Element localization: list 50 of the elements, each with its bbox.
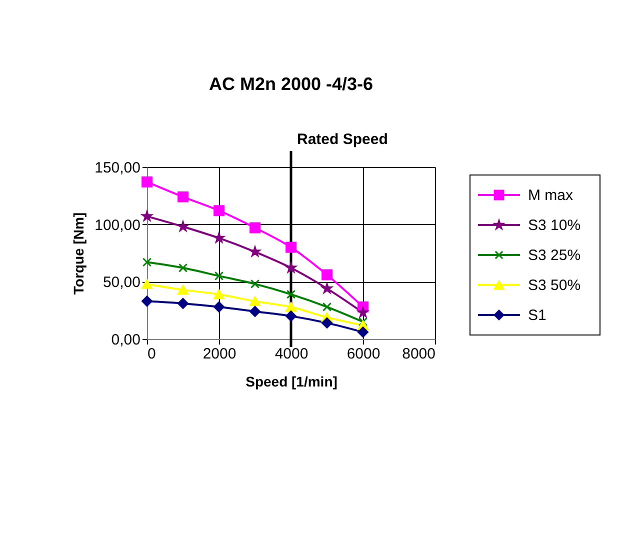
point <box>322 302 332 312</box>
point <box>250 246 260 256</box>
point <box>250 306 260 317</box>
legend-label: M max <box>528 187 574 204</box>
point <box>286 310 296 322</box>
legend-label: S1 <box>528 307 546 324</box>
point <box>214 301 224 312</box>
point <box>286 302 296 312</box>
y-tick-label: 50,00 <box>102 274 140 292</box>
point <box>250 279 260 289</box>
point <box>358 326 368 338</box>
point <box>214 232 224 243</box>
point <box>358 317 368 326</box>
y-axis-title: Torque [Nm] <box>70 212 87 295</box>
point <box>322 269 332 280</box>
x-tick-label: 0 <box>148 346 156 362</box>
legend-label: S3 50% <box>528 277 581 294</box>
x-axis-title: Speed [1/min] <box>246 374 338 390</box>
point <box>286 242 296 253</box>
point <box>214 205 224 216</box>
point <box>178 298 188 309</box>
point <box>214 289 224 300</box>
x-tick-label: 2000 <box>202 346 236 362</box>
y-tick-label: 100,00 <box>94 216 140 234</box>
y-tick-label: 0,00 <box>111 332 140 348</box>
x-tick-label: 6000 <box>346 346 380 362</box>
point <box>250 222 260 234</box>
point <box>178 284 188 295</box>
point <box>142 176 152 188</box>
ref-line-label: Rated Speed <box>297 131 388 148</box>
point <box>142 210 152 221</box>
point <box>250 296 260 306</box>
point <box>142 258 152 267</box>
point <box>142 279 152 289</box>
point <box>358 307 368 318</box>
point <box>142 296 152 307</box>
legend-label: S3 25% <box>528 247 581 264</box>
legend-label: S3 10% <box>528 217 581 234</box>
point <box>214 271 224 280</box>
point <box>178 221 188 232</box>
x-tick-label: 4000 <box>274 346 308 362</box>
chart-title: AC M2n 2000 -4/3-6 <box>208 74 374 94</box>
point <box>322 317 332 328</box>
point <box>178 191 188 202</box>
point <box>286 262 296 272</box>
x-tick-label: 8000 <box>402 346 436 362</box>
y-tick-label: 150,00 <box>94 160 140 176</box>
point <box>178 263 188 272</box>
point <box>286 290 296 299</box>
point <box>322 283 332 294</box>
